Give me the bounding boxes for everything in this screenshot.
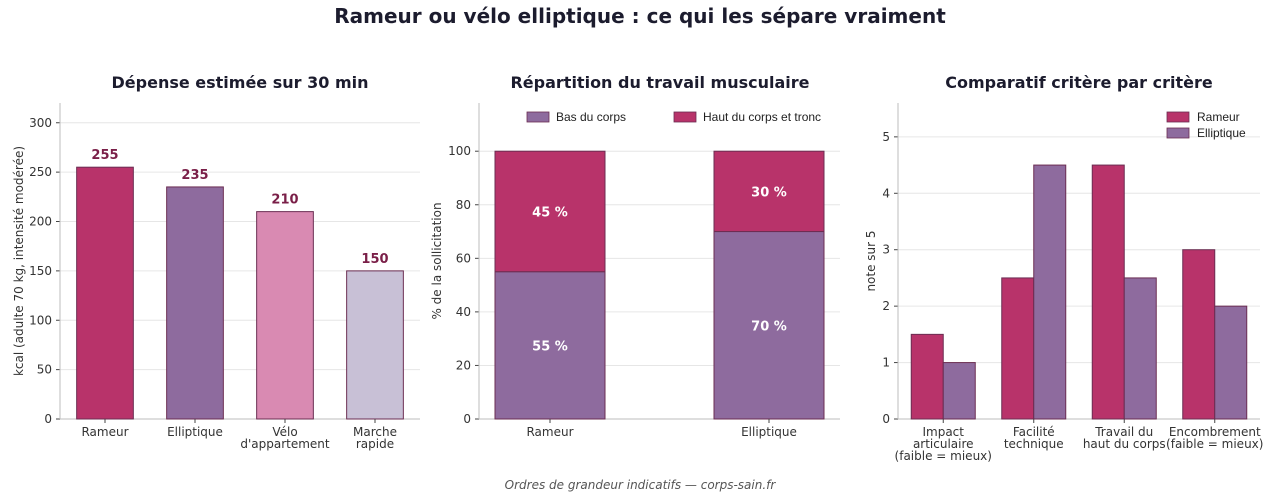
x-tick-label-muscle: Elliptique <box>741 425 797 439</box>
bar-segment-muscle <box>494 271 606 420</box>
bar-criteria <box>942 362 976 420</box>
bar-calories <box>76 166 134 420</box>
bar-criteria <box>1001 277 1035 420</box>
y-tick-label-calories: 0 <box>44 412 52 426</box>
x-tick-label-muscle: Rameur <box>526 425 573 439</box>
y-tick-label-calories: 200 <box>29 215 52 229</box>
bar-value-label-calories: 210 <box>271 193 298 208</box>
panel-title-criteria: Comparatif critère par critère <box>945 73 1213 92</box>
y-tick-label-calories: 300 <box>29 116 52 130</box>
legend-label-muscle: Haut du corps et tronc <box>703 110 821 124</box>
bar-calories <box>256 211 314 420</box>
legend-swatch-criteria <box>1166 111 1190 123</box>
segment-label-muscle: 45 % <box>532 205 568 220</box>
y-tick-label-criteria: 2 <box>882 299 890 313</box>
bar-value-label-calories: 235 <box>181 168 208 183</box>
bar-segment-muscle <box>713 231 825 420</box>
segment-label-muscle: 55 % <box>532 339 568 354</box>
y-tick-label-muscle: 80 <box>456 198 471 212</box>
bar-criteria <box>1214 305 1248 420</box>
panel-title-calories: Dépense estimée sur 30 min <box>112 73 369 92</box>
bar-segment-muscle <box>713 150 825 233</box>
y-tick-label-muscle: 20 <box>456 358 471 372</box>
y-tick-label-calories: 150 <box>29 264 52 278</box>
y-axis-label-muscle: % de la sollicitation <box>430 202 444 319</box>
legend-swatch-criteria <box>1166 127 1190 139</box>
panel-criteria: Comparatif critère par critère note sur … <box>864 73 1263 463</box>
x-tick-label-criteria: Encombrement (faible = mieux) <box>1166 425 1263 451</box>
bar-calories <box>166 186 224 420</box>
segment-label-muscle: 30 % <box>751 185 787 200</box>
x-tick-label-calories: Vélo d'appartement <box>240 425 330 451</box>
x-tick-label-calories: Rameur <box>81 425 128 439</box>
x-tick-label-criteria: Travail du haut du corps <box>1083 425 1166 451</box>
y-tick-label-criteria: 0 <box>882 412 890 426</box>
footer-note: Ordres de grandeur indicatifs — corps-sa… <box>505 478 777 492</box>
legend-label-muscle: Bas du corps <box>556 110 626 124</box>
bar-value-label-calories: 255 <box>91 148 118 163</box>
y-tick-label-criteria: 4 <box>882 186 890 200</box>
y-tick-label-muscle: 60 <box>456 251 471 265</box>
y-tick-label-muscle: 40 <box>456 305 471 319</box>
y-tick-label-criteria: 3 <box>882 243 890 257</box>
x-tick-label-criteria: Facilité technique <box>1004 425 1064 451</box>
y-tick-label-calories: 50 <box>37 363 52 377</box>
bar-criteria <box>910 333 944 420</box>
x-tick-label-calories: Elliptique <box>167 425 223 439</box>
x-tick-label-calories: Marche rapide <box>353 425 397 451</box>
panel-muscle: Répartition du travail musculaire % de l… <box>430 73 840 439</box>
y-tick-label-criteria: 1 <box>882 356 890 370</box>
panel-title-muscle: Répartition du travail musculaire <box>510 73 809 92</box>
bar-segment-muscle <box>494 150 606 273</box>
legend-swatch-muscle <box>673 111 697 123</box>
panel-calories: Dépense estimée sur 30 min kcal (adulte … <box>12 73 420 451</box>
segment-label-muscle: 70 % <box>751 319 787 334</box>
legend-swatch-muscle <box>526 111 550 123</box>
x-tick-label-criteria: Impact articulaire (faible = mieux) <box>895 425 992 463</box>
bar-calories <box>346 270 404 420</box>
bar-value-label-calories: 150 <box>361 252 388 267</box>
legend-label-criteria: Rameur <box>1197 110 1240 124</box>
figure-title: Rameur ou vélo elliptique : ce qui les s… <box>334 4 946 28</box>
y-tick-label-calories: 100 <box>29 313 52 327</box>
y-tick-label-muscle: 100 <box>448 144 471 158</box>
bar-criteria <box>1123 277 1157 420</box>
y-axis-label-criteria: note sur 5 <box>864 230 878 291</box>
bar-criteria <box>1033 164 1067 420</box>
legend-label-criteria: Elliptique <box>1197 126 1246 140</box>
y-tick-label-criteria: 5 <box>882 130 890 144</box>
bar-criteria <box>1091 164 1125 420</box>
y-axis-label-calories: kcal (adulte 70 kg, intensité modérée) <box>12 146 26 376</box>
bar-criteria <box>1182 249 1216 420</box>
y-tick-label-muscle: 0 <box>463 412 471 426</box>
y-tick-label-calories: 250 <box>29 165 52 179</box>
